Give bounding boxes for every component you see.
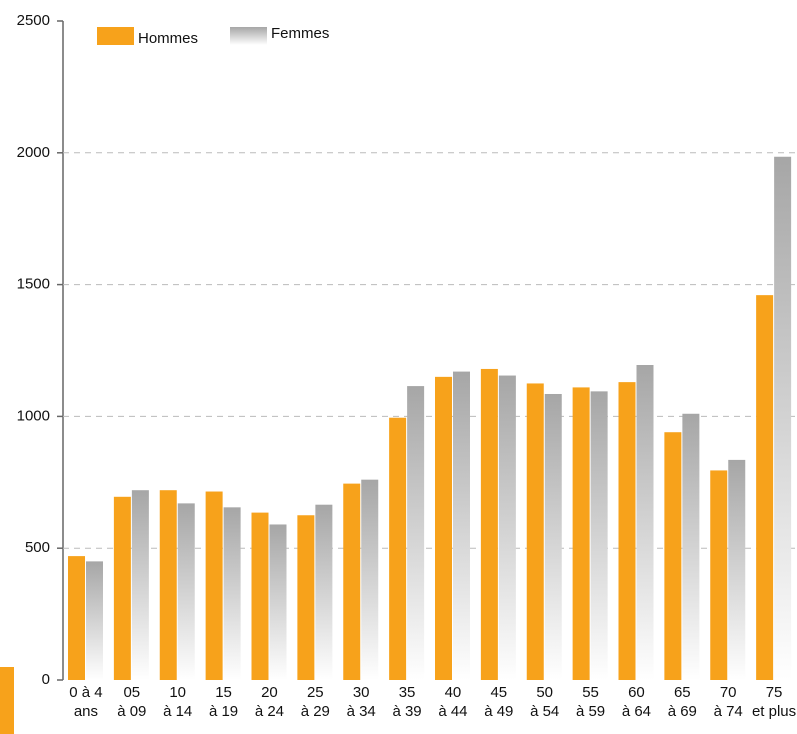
x-tick-label: à 64 (622, 703, 651, 720)
bar (435, 376, 452, 680)
bar (361, 479, 379, 680)
x-tick-label: 40 (445, 684, 462, 701)
x-tick-label: à 34 (347, 703, 376, 720)
x-tick-label: 05 (123, 684, 140, 701)
y-tick-label: 2000 (17, 144, 50, 161)
x-tick-label: à 19 (209, 703, 238, 720)
legend-label: Femmes (271, 25, 329, 42)
x-tick-label: à 09 (117, 703, 146, 720)
y-tick-label: 1000 (17, 407, 50, 424)
x-tick-label: 65 (674, 684, 691, 701)
bar (526, 383, 544, 680)
bar (728, 459, 746, 680)
x-tick-label: ans (74, 703, 98, 720)
bar (159, 490, 177, 680)
bar (297, 515, 315, 680)
x-tick-label: à 29 (301, 703, 330, 720)
x-tick-label: à 24 (255, 703, 284, 720)
x-tick-label: 50 (536, 684, 553, 701)
x-tick-label: à 69 (668, 703, 697, 720)
legend-swatch (230, 27, 267, 45)
x-tick-label: 60 (628, 684, 645, 701)
y-tick-label: 1500 (17, 276, 50, 293)
x-tick-label: à 59 (576, 703, 605, 720)
x-tick-label: 10 (169, 684, 186, 701)
bar (544, 393, 562, 680)
bar (269, 524, 287, 680)
x-tick-label: 30 (353, 684, 370, 701)
legend-swatch (97, 27, 134, 45)
bar (636, 364, 654, 680)
bar (453, 371, 470, 680)
x-tick-label: à 74 (714, 703, 743, 720)
bar (710, 470, 728, 680)
bar (343, 483, 361, 680)
decoration (0, 667, 14, 734)
bar (664, 432, 682, 680)
x-tick-label: 70 (720, 684, 737, 701)
x-tick-label: 20 (261, 684, 278, 701)
bar (572, 387, 590, 680)
bar (389, 417, 407, 680)
legend-label: Hommes (138, 30, 198, 47)
bar (407, 386, 425, 680)
bar (205, 491, 223, 680)
x-tick-label: à 44 (438, 703, 467, 720)
x-tick-label: 0 à 4 (69, 684, 102, 701)
bar (498, 375, 516, 680)
bar (113, 496, 131, 680)
x-tick-label: à 14 (163, 703, 192, 720)
bar (251, 512, 269, 680)
x-tick-label: 35 (399, 684, 416, 701)
y-tick-label: 500 (25, 539, 50, 556)
y-tick-label: 0 (42, 671, 50, 688)
x-tick-label: 55 (582, 684, 599, 701)
bar (223, 507, 241, 680)
x-tick-label: 15 (215, 684, 232, 701)
x-tick-label: 25 (307, 684, 324, 701)
bar (68, 556, 85, 680)
bar (590, 391, 608, 680)
x-tick-label: à 39 (392, 703, 421, 720)
x-tick-label: 45 (490, 684, 507, 701)
bar (480, 368, 498, 680)
y-tick-label: 2500 (17, 12, 50, 29)
bar (756, 295, 774, 680)
bar (86, 561, 103, 680)
bar (618, 382, 636, 680)
x-tick-label: à 54 (530, 703, 559, 720)
bar (131, 490, 149, 680)
bar (177, 503, 195, 680)
bar (315, 504, 333, 680)
bar (682, 413, 700, 680)
x-tick-label: 75 (766, 684, 783, 701)
x-tick-label: et plus (752, 703, 796, 720)
bar (774, 156, 792, 680)
x-tick-label: à 49 (484, 703, 513, 720)
